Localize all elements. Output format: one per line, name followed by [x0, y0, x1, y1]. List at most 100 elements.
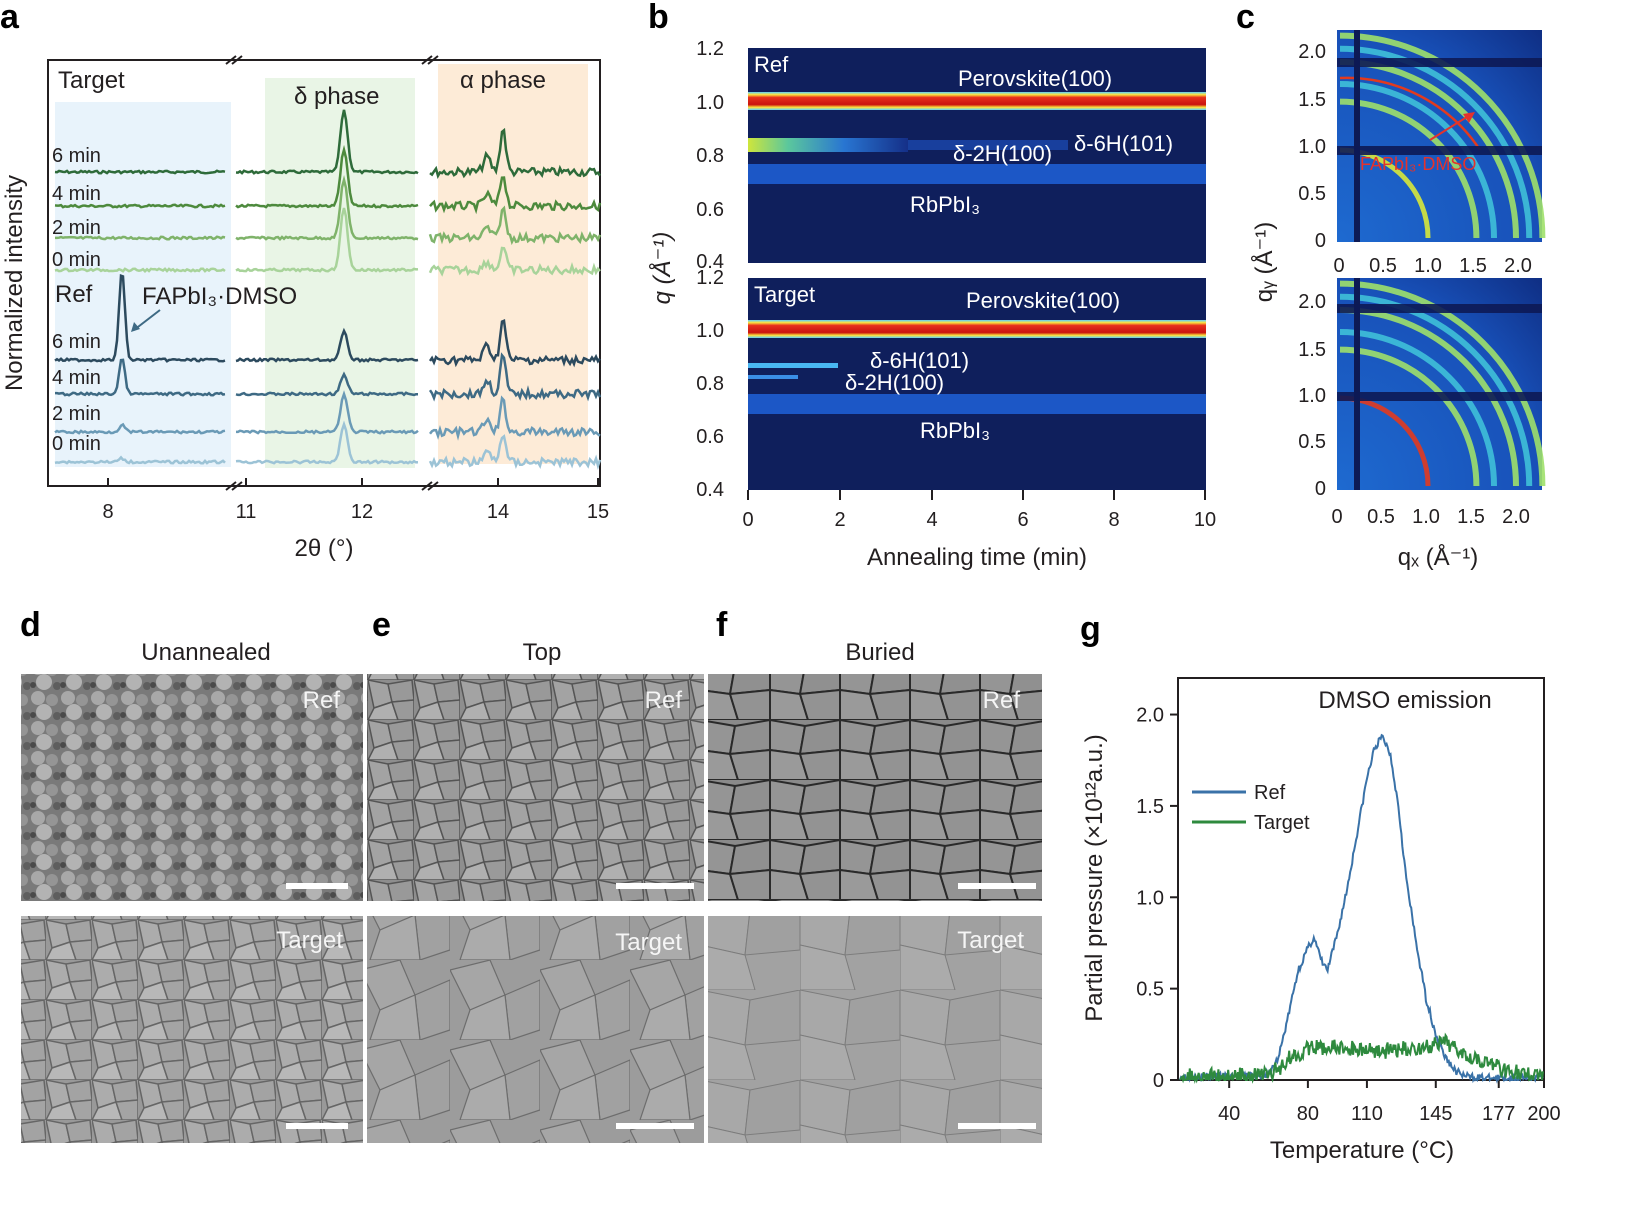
y-tick: 0.5 [1298, 431, 1326, 453]
xrd-trace [429, 395, 601, 441]
y-tick: 1.0 [1298, 385, 1326, 407]
xrd-trace [428, 246, 601, 278]
region-label-alpha: α phase [460, 67, 546, 94]
x-axis-label: Annealing time (min) [867, 544, 1087, 571]
giwaxs-arrowhead [1463, 112, 1475, 123]
x-tick: 177 [1482, 1103, 1515, 1125]
xrd-trace [54, 267, 226, 273]
xrd-traces [54, 109, 602, 470]
y-tick: 0 [1315, 230, 1326, 252]
panel-a-region-low [55, 102, 231, 467]
y-axis-label: q (Å⁻¹) [648, 232, 676, 305]
time-label: 0 min [52, 433, 101, 455]
panel-label-e: e [372, 606, 391, 644]
series-line-ref [1179, 733, 1544, 1084]
heatmap-ref [748, 48, 1206, 263]
giwaxs-ring [1339, 293, 1533, 487]
x-tick: 11 [236, 501, 257, 523]
y-tick: 0.4 [696, 479, 724, 501]
time-label: 4 min [52, 367, 101, 389]
x-tick: 10 [1194, 509, 1216, 531]
y-tick: 1.0 [1136, 887, 1164, 909]
x-tick: 145 [1419, 1103, 1452, 1125]
giwaxs-dmso-ring [1339, 76, 1482, 151]
sem-label-target: Target [957, 927, 1024, 954]
time-label: 2 min [52, 217, 101, 239]
x-tick: 200 [1527, 1103, 1560, 1125]
x-tick: 0.5 [1369, 255, 1397, 277]
panel-label-d: d [20, 606, 41, 644]
fapbi-arrow [133, 309, 161, 331]
xrd-trace [428, 434, 602, 470]
y-tick: 0.4 [696, 251, 724, 273]
y-tick: 2.0 [1136, 705, 1164, 727]
y-tick: 1.0 [696, 320, 724, 342]
perovskite-band-ref [748, 92, 1206, 110]
x-tick: 6 [1017, 509, 1028, 531]
label-perovskite-ref: Perovskite(100) [958, 66, 1112, 91]
giwaxs-ring [1339, 307, 1519, 487]
label-perovskite-target: Perovskite(100) [966, 288, 1120, 313]
y-tick: 0.6 [696, 199, 724, 221]
y-tick: 0 [1153, 1070, 1164, 1092]
region-label-delta: δ phase [294, 83, 379, 110]
xrd-trace [236, 390, 419, 435]
xrd-trace [428, 352, 602, 402]
label-d6h-ref: δ-6H(101) [1074, 131, 1173, 156]
y-tick: 0.8 [696, 373, 724, 395]
y-tick: 1.5 [1298, 339, 1326, 361]
y-tick: 1.5 [1298, 89, 1326, 111]
panel-label-c: c [1236, 0, 1255, 36]
xrd-trace [428, 205, 602, 246]
xrd-trace [428, 319, 601, 368]
xrd-trace [235, 109, 419, 175]
xrd-trace [54, 203, 226, 209]
y-tick: 1.0 [1298, 136, 1326, 158]
sem-f-ref [708, 674, 1042, 901]
giwaxs-ref [1337, 30, 1546, 242]
rbpbi-band-target [748, 394, 1206, 414]
giwaxs-ring [1339, 329, 1497, 487]
xrd-trace [429, 127, 602, 179]
panel-label-g: g [1080, 610, 1101, 648]
heatmap-target [748, 278, 1206, 490]
x-tick: 8 [102, 501, 113, 523]
time-label: 0 min [52, 249, 101, 271]
y-tick: 2.0 [1298, 41, 1326, 63]
x-axis-label: qₓ (Å⁻¹) [1398, 543, 1479, 571]
x-tick: 4 [926, 509, 937, 531]
xrd-trace [235, 144, 419, 209]
xrd-trace [235, 420, 419, 465]
y-tick: 1.2 [696, 38, 724, 60]
y-axis-label: qᵧ (Å⁻¹) [1250, 222, 1278, 302]
x-tick: 1.0 [1412, 506, 1440, 528]
panel-label-f: f [716, 606, 728, 644]
time-label: 4 min [52, 183, 101, 205]
legend-label-target: Target [1254, 812, 1310, 834]
series-line-target [1179, 1032, 1544, 1084]
perovskite-band-target [748, 320, 1206, 338]
group-label-target: Target [58, 67, 125, 94]
fapbi-dmso-annotation: FAPbI₃·DMSO [142, 283, 297, 310]
giwaxs-ring [1339, 98, 1480, 239]
xrd-trace [235, 327, 419, 363]
giwaxs-annotation: FAPbI₃·DMSO [1360, 154, 1476, 174]
giwaxs-target [1337, 278, 1546, 490]
giwaxs-arrow [1429, 114, 1471, 141]
giwaxs-ring [1339, 45, 1533, 239]
sem-title-f: Buried [845, 639, 914, 666]
xrd-trace [235, 175, 419, 242]
xrd-trace [55, 358, 226, 397]
x-tick: 110 [1351, 1103, 1383, 1125]
sem-label-target: Target [615, 929, 682, 956]
label-rbpbi-target: RbPbI₃ [920, 418, 990, 443]
x-tick: 15 [587, 501, 609, 523]
x-tick: 1.0 [1414, 255, 1442, 277]
rbpbi-band-ref [748, 164, 1206, 184]
panel-a-region-alpha [438, 64, 588, 464]
y-tick: 0.6 [696, 426, 724, 448]
legend-label-ref: Ref [1254, 782, 1286, 804]
sem-title-e: Top [523, 639, 562, 666]
sem-label-ref: Ref [303, 687, 341, 714]
label-d2h-target: δ-2H(100) [845, 370, 944, 395]
